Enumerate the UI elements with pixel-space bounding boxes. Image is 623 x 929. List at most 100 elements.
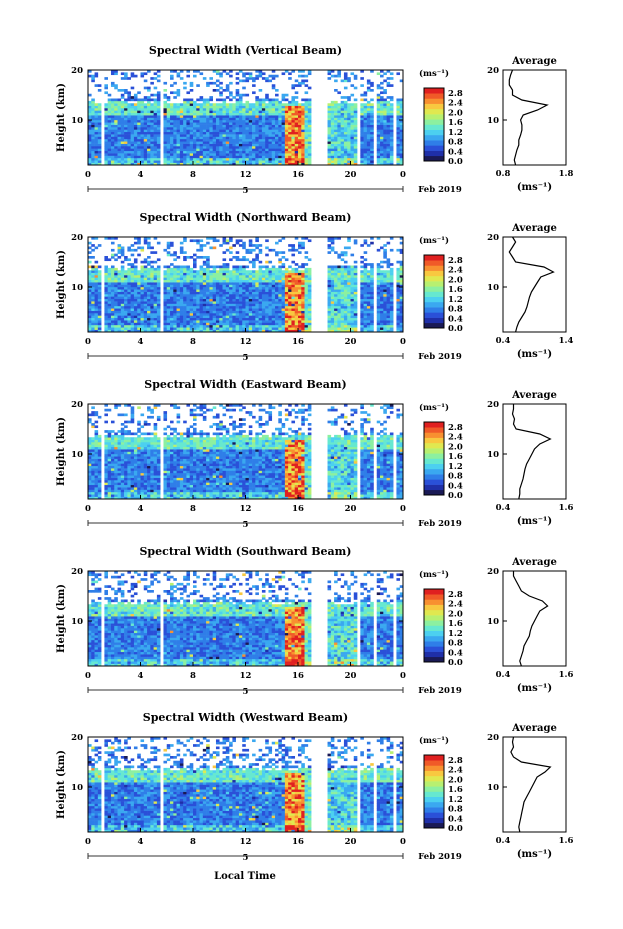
heatmap-cell: [110, 315, 115, 319]
heatmap-cell: [229, 327, 233, 330]
heatmap-cell: [238, 270, 243, 273]
heatmap-cell: [173, 265, 177, 269]
heatmap-cell: [91, 150, 95, 154]
heatmap-cell: [271, 115, 276, 118]
heatmap-cell: [186, 103, 191, 106]
heatmap-cell: [271, 77, 276, 80]
heatmap-cell: [212, 327, 217, 330]
heatmap-cell: [193, 260, 197, 264]
heatmap-cell: [143, 272, 148, 276]
heatmap-cell: [350, 122, 355, 125]
heatmap-cell: [304, 294, 309, 297]
heatmap-cell: [337, 115, 341, 118]
heatmap-cell: [133, 146, 138, 149]
heatmap-cell: [170, 270, 174, 273]
heatmap-cell: [271, 272, 276, 276]
heatmap-cell: [104, 157, 108, 161]
heatmap-cell: [127, 310, 131, 314]
heatmap-cell: [268, 286, 273, 290]
heatmap-cell: [173, 313, 177, 316]
heatmap-cell: [170, 74, 174, 78]
heatmap-cell: [337, 105, 341, 109]
heatmap-cell: [386, 131, 391, 135]
heatmap-cell: [140, 329, 145, 333]
heatmap-cell: [242, 117, 246, 121]
heatmap-cell: [114, 155, 118, 159]
heatmap-cell: [202, 301, 207, 304]
heatmap-cell: [343, 136, 348, 140]
heatmap-cell: [94, 112, 99, 116]
heatmap-cell: [353, 117, 358, 121]
heatmap-cell: [261, 148, 266, 152]
heatmap-cell: [173, 119, 177, 123]
heatmap-cell: [202, 153, 207, 156]
heatmap-cell: [206, 124, 210, 128]
heatmap-cell: [215, 138, 220, 142]
heatmap-cell: [340, 105, 345, 109]
colorbar-swatch: [424, 150, 444, 157]
heatmap-cell: [170, 317, 174, 321]
heatmap-cell: [153, 143, 158, 147]
heatmap-cell: [110, 129, 115, 133]
heatmap-cell: [363, 143, 368, 147]
heatmap-cell: [94, 119, 99, 123]
heatmap-cell: [245, 129, 250, 133]
heatmap-cell: [130, 327, 135, 330]
heatmap-cell: [215, 153, 220, 156]
heatmap-cell: [183, 119, 187, 123]
heatmap-cell: [110, 320, 115, 323]
heatmap-cell: [248, 244, 253, 247]
heatmap-cell: [337, 157, 341, 161]
heatmap-cell: [242, 289, 246, 292]
heatmap-cell: [212, 153, 217, 156]
heatmap-cell: [133, 267, 138, 271]
heatmap-cell: [327, 322, 332, 326]
heatmap-cell: [212, 162, 217, 166]
heatmap-cell: [248, 298, 253, 302]
heatmap-cell: [117, 329, 122, 333]
heatmap-cell: [294, 91, 299, 95]
heatmap-cell: [147, 246, 151, 250]
heatmap-cell: [143, 310, 148, 314]
heatmap-cell: [212, 315, 217, 319]
heatmap-cell: [199, 267, 204, 271]
heatmap-cell: [156, 127, 161, 130]
heatmap-cell: [150, 108, 154, 111]
heatmap-cell: [238, 103, 243, 106]
heatmap-cell: [209, 317, 213, 321]
heatmap-cell: [288, 148, 292, 152]
heatmap-cell: [399, 155, 404, 159]
heatmap-cell: [163, 265, 168, 269]
heatmap-cell: [124, 115, 128, 118]
heatmap-cell: [104, 84, 108, 87]
heatmap-cell: [248, 127, 253, 130]
heatmap-cell: [258, 244, 263, 247]
heatmap-cell: [183, 322, 187, 326]
heatmap-cell: [252, 131, 256, 135]
heatmap-cell: [193, 157, 197, 161]
heatmap-cell: [288, 310, 292, 314]
heatmap-cell: [389, 136, 394, 140]
heatmap-cell: [252, 148, 256, 152]
heatmap-cell: [206, 258, 210, 262]
heatmap-cell: [94, 143, 99, 147]
heatmap-cell: [166, 103, 171, 106]
heatmap-cell: [337, 275, 341, 278]
heatmap-cell: [156, 258, 161, 262]
heatmap-cell: [150, 131, 154, 135]
heatmap-cell: [337, 305, 341, 309]
heatmap-cell: [350, 301, 355, 304]
heatmap-cell: [350, 157, 355, 161]
heatmap-cell: [304, 119, 309, 123]
heatmap-cell: [298, 110, 302, 114]
heatmap-cell: [150, 308, 154, 311]
heatmap-cell: [215, 122, 220, 125]
heatmap-cell: [330, 237, 335, 240]
heatmap-cell: [176, 103, 181, 106]
heatmap-cell: [255, 119, 259, 123]
heatmap-cell: [153, 146, 158, 149]
heatmap-cell: [238, 258, 243, 262]
heatmap-cell: [215, 89, 220, 92]
heatmap-cell: [330, 136, 335, 140]
heatmap-cell: [294, 143, 299, 147]
